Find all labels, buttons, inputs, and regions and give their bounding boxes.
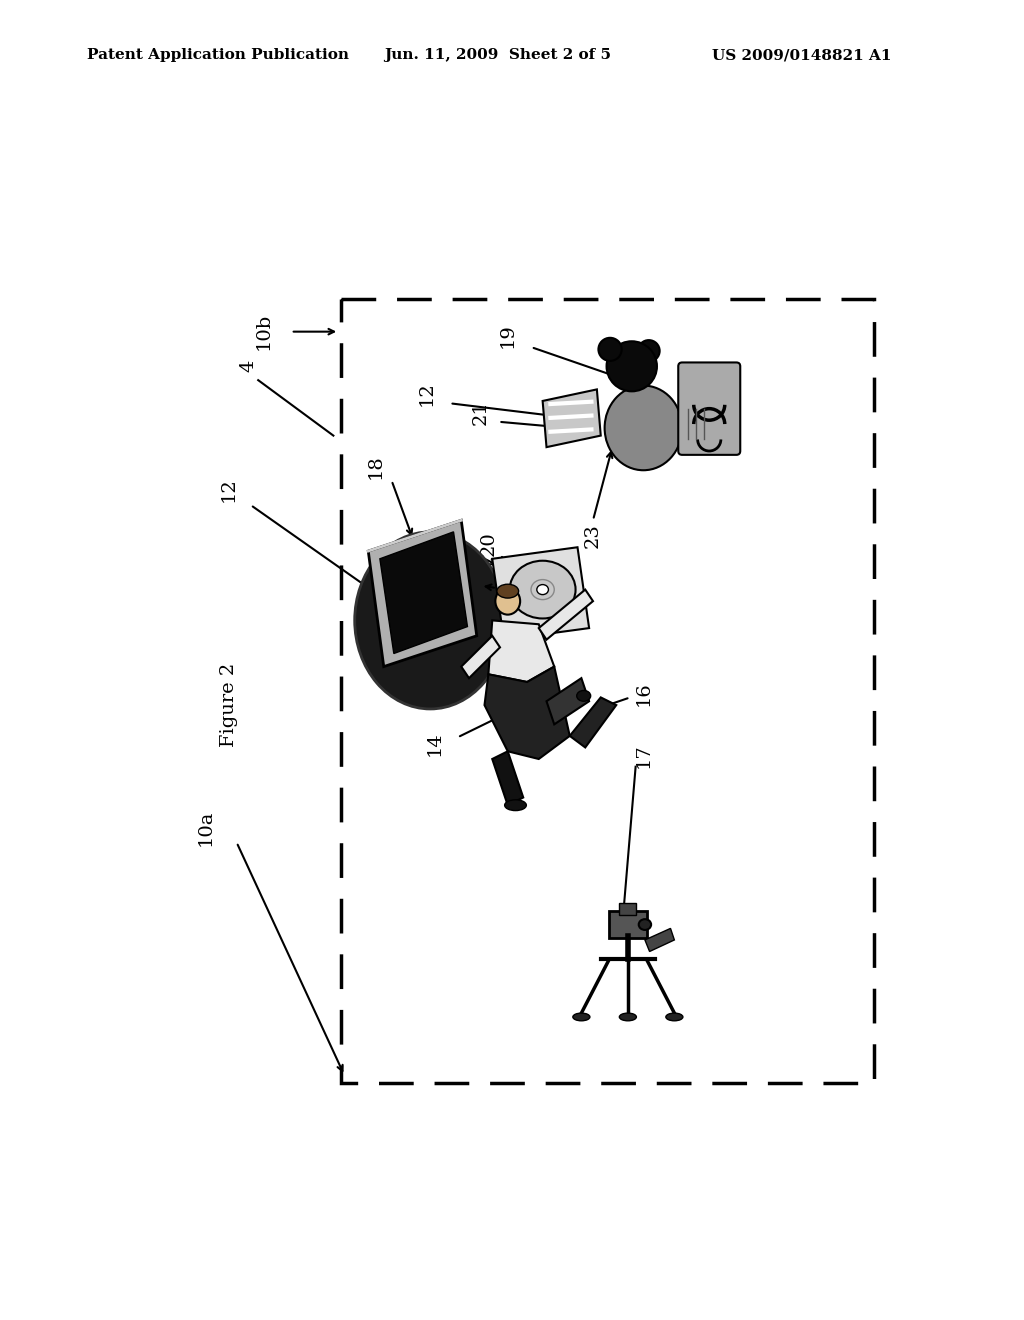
Text: Patent Application Publication: Patent Application Publication: [87, 49, 349, 62]
Text: 12: 12: [220, 477, 238, 502]
Text: Figure 2: Figure 2: [220, 663, 238, 747]
FancyBboxPatch shape: [620, 903, 636, 915]
Ellipse shape: [638, 341, 659, 362]
Polygon shape: [543, 389, 601, 447]
Polygon shape: [461, 636, 500, 678]
Ellipse shape: [496, 587, 520, 615]
Text: US 2009/0148821 A1: US 2009/0148821 A1: [712, 49, 891, 62]
Text: 23: 23: [584, 523, 602, 548]
Polygon shape: [539, 590, 593, 640]
Ellipse shape: [604, 385, 682, 470]
Polygon shape: [369, 520, 477, 667]
Polygon shape: [380, 532, 467, 653]
Text: 4: 4: [240, 360, 257, 372]
Ellipse shape: [572, 1014, 590, 1020]
Ellipse shape: [354, 532, 506, 709]
Bar: [341, 298, 873, 1084]
Text: 20: 20: [479, 531, 498, 556]
Text: 12: 12: [418, 381, 435, 405]
Ellipse shape: [510, 561, 575, 619]
Ellipse shape: [639, 919, 651, 929]
Text: Jun. 11, 2009  Sheet 2 of 5: Jun. 11, 2009 Sheet 2 of 5: [384, 49, 611, 62]
Ellipse shape: [537, 585, 549, 594]
Ellipse shape: [505, 800, 526, 810]
Polygon shape: [547, 678, 589, 725]
Ellipse shape: [620, 1014, 636, 1020]
Text: 10b: 10b: [255, 313, 272, 350]
Text: 14: 14: [425, 731, 443, 756]
Ellipse shape: [666, 1014, 683, 1020]
Polygon shape: [484, 667, 569, 759]
Ellipse shape: [606, 342, 657, 391]
Text: 22: 22: [433, 531, 451, 556]
Polygon shape: [488, 620, 554, 682]
Text: 21: 21: [472, 400, 489, 425]
Ellipse shape: [598, 338, 622, 360]
FancyBboxPatch shape: [678, 363, 740, 455]
FancyBboxPatch shape: [609, 911, 647, 937]
Text: 19: 19: [499, 323, 517, 348]
Ellipse shape: [577, 690, 591, 701]
Polygon shape: [493, 548, 589, 640]
Polygon shape: [493, 751, 523, 805]
Text: 17: 17: [635, 743, 652, 767]
Text: 18: 18: [367, 454, 385, 479]
Polygon shape: [569, 697, 616, 747]
Text: 10a: 10a: [197, 810, 214, 846]
Polygon shape: [645, 928, 675, 952]
Text: 16: 16: [635, 681, 652, 706]
Ellipse shape: [497, 585, 518, 598]
